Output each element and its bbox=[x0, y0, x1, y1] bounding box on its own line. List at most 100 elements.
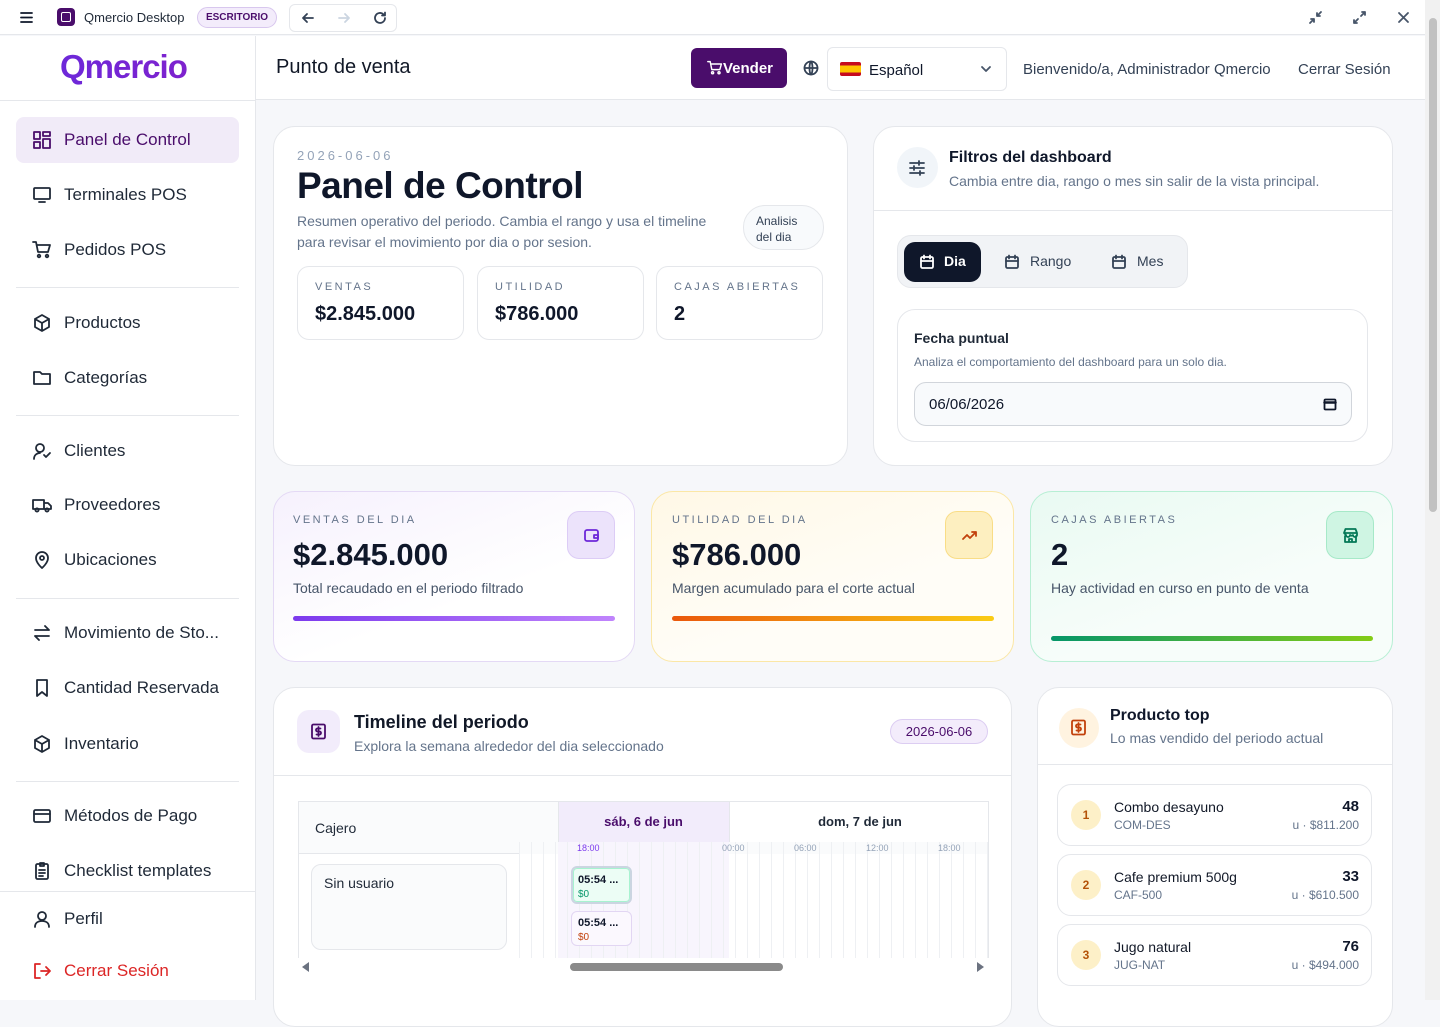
element bbox=[42, 131, 51, 137]
logo-divider bbox=[0, 100, 255, 101]
stat-label: UTILIDAD bbox=[495, 281, 566, 293]
product-code: COM-DES bbox=[1114, 818, 1171, 832]
product-row: 1 Combo desayuno COM-DES 48 u · $811.200 bbox=[1057, 784, 1372, 846]
app-name: Qmercio Desktop bbox=[84, 10, 185, 25]
element bbox=[1343, 528, 1358, 543]
minimize-button[interactable] bbox=[1308, 10, 1323, 25]
nav-item[interactable]: Categorías bbox=[16, 355, 239, 401]
nav-item[interactable]: Métodos de Pago bbox=[16, 793, 239, 839]
kpi-value: $786.000 bbox=[672, 537, 802, 572]
nav-label: Ubicaciones bbox=[64, 550, 157, 569]
summary-description: Resumen operativo del periodo. Cambia el… bbox=[297, 213, 707, 250]
nav-item[interactable]: Terminales POS bbox=[16, 172, 239, 218]
kpi-card: CAJAS ABIERTAS 2 Hay actividad en curso … bbox=[1030, 491, 1393, 662]
hour-label: 18:00 bbox=[577, 843, 600, 853]
sell-button[interactable]: Vender bbox=[691, 48, 787, 88]
product-rank: 2 bbox=[1071, 870, 1101, 900]
element bbox=[311, 723, 326, 740]
logout-link[interactable]: Cerrar Sesión bbox=[16, 948, 239, 994]
icon bbox=[34, 625, 50, 641]
nav-item[interactable]: Movimiento de Sto... bbox=[16, 610, 239, 656]
icon bbox=[962, 531, 977, 540]
title-bar: Qmercio Desktop ESCRITORIO bbox=[0, 0, 1440, 35]
element bbox=[1112, 256, 1126, 269]
reload-button[interactable] bbox=[372, 10, 388, 26]
page-title: Punto de venta bbox=[276, 56, 411, 78]
menu-icon[interactable] bbox=[19, 10, 34, 25]
element bbox=[44, 507, 50, 513]
flag bbox=[840, 62, 861, 76]
element bbox=[302, 962, 309, 972]
event[interactable]: 05:54 ... $0 bbox=[571, 866, 632, 904]
tab[interactable]: Rango bbox=[1004, 242, 1094, 282]
tab[interactable]: Mes bbox=[1111, 242, 1181, 282]
scroll-left[interactable] bbox=[302, 962, 310, 972]
kpi-bar bbox=[1051, 636, 1373, 641]
event-amount: $0 bbox=[578, 932, 590, 943]
nav-label: Inventario bbox=[64, 734, 139, 753]
kpi-card: UTILIDAD DEL DIA $786.000 Margen acumula… bbox=[651, 491, 1014, 662]
nav-item[interactable]: Checklist templates bbox=[16, 848, 239, 894]
hour-label: 06:00 bbox=[794, 843, 817, 853]
nav-label: Panel de Control bbox=[64, 130, 191, 149]
close-button[interactable] bbox=[1397, 11, 1410, 24]
element bbox=[920, 254, 934, 262]
element bbox=[35, 443, 45, 453]
kpi-label: CAJAS ABIERTAS bbox=[1051, 514, 1178, 526]
nav-item[interactable]: Pedidos POS bbox=[16, 227, 239, 273]
element bbox=[33, 371, 51, 385]
nav-item[interactable]: Clientes bbox=[16, 428, 239, 474]
element bbox=[302, 13, 314, 23]
nav-item[interactable]: Productos bbox=[16, 300, 239, 346]
element bbox=[33, 187, 51, 200]
icon bbox=[35, 551, 49, 569]
nav-item[interactable]: Cantidad Reservada bbox=[16, 665, 239, 711]
element bbox=[1005, 256, 1019, 269]
kpi-icon bbox=[945, 511, 993, 559]
language-select[interactable]: Español bbox=[827, 47, 1007, 91]
product-rank: 1 bbox=[1071, 800, 1101, 830]
nav-item[interactable]: Panel de Control bbox=[16, 117, 239, 163]
nav-item[interactable]: Inventario bbox=[16, 721, 239, 767]
kpi-value: 2 bbox=[1051, 537, 1069, 572]
element bbox=[35, 863, 49, 880]
maximize-button[interactable] bbox=[1352, 10, 1367, 25]
date-input[interactable]: 06/06/2026 bbox=[914, 382, 1352, 426]
icon bbox=[34, 963, 51, 979]
element bbox=[34, 625, 50, 641]
timeline-card: Timeline del periodo Explora la semana a… bbox=[273, 687, 1012, 1027]
nav-label: Clientes bbox=[64, 441, 126, 460]
element bbox=[34, 507, 40, 513]
filters-title: Filtros del dashboard bbox=[949, 149, 1112, 166]
element bbox=[717, 71, 721, 75]
filters-subtitle: Cambia entre dia, rango o mes sin salir … bbox=[949, 173, 1320, 189]
stat-value: $786.000 bbox=[495, 303, 579, 325]
divider bbox=[1038, 764, 1392, 765]
event[interactable]: 05:54 ... $0 bbox=[571, 911, 632, 946]
icon bbox=[32, 241, 51, 259]
element bbox=[1075, 722, 1082, 733]
element bbox=[34, 314, 50, 332]
profile-link[interactable]: Perfil bbox=[16, 896, 239, 942]
element bbox=[33, 809, 51, 823]
element bbox=[1309, 11, 1322, 24]
header-logout[interactable]: Cerrar Sesión bbox=[1298, 61, 1391, 78]
app-icon-inner bbox=[61, 12, 71, 22]
sidebar-footer-divider bbox=[0, 891, 255, 892]
icon bbox=[1071, 719, 1086, 736]
element bbox=[909, 162, 925, 174]
divider bbox=[274, 775, 1011, 776]
nav-item[interactable]: Proveedores bbox=[16, 482, 239, 528]
element bbox=[593, 534, 599, 539]
kpi-label: VENTAS DEL DIA bbox=[293, 514, 417, 526]
element bbox=[34, 735, 50, 753]
forward-button[interactable] bbox=[336, 10, 352, 26]
kpi-bar bbox=[672, 616, 994, 621]
icon bbox=[920, 254, 934, 269]
tab-active[interactable]: Dia bbox=[904, 242, 981, 282]
product-name: Jugo natural bbox=[1114, 939, 1192, 955]
back-button[interactable] bbox=[300, 10, 316, 26]
scroll-right[interactable] bbox=[976, 962, 984, 972]
date-title: Fecha puntual bbox=[914, 330, 1009, 346]
nav-item[interactable]: Ubicaciones bbox=[16, 537, 239, 583]
